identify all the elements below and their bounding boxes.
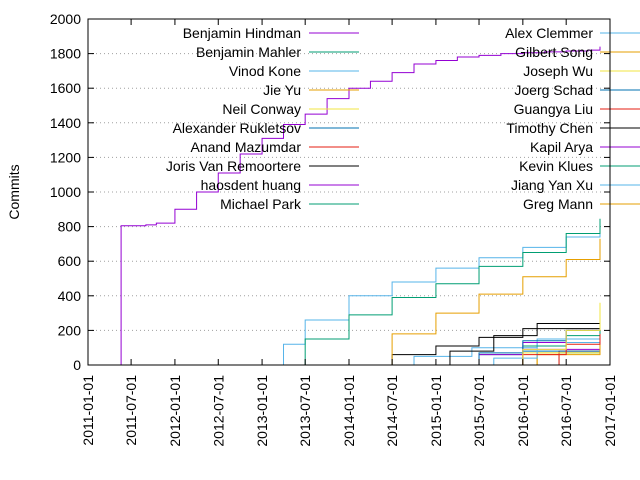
x-tick-label: 2013-01-01 <box>254 375 270 447</box>
legend-label-benjamin-hindman: Benjamin Hindman <box>183 25 301 41</box>
series-line-jiang-yan-xu <box>349 326 601 366</box>
x-tick-label: 2016-01-01 <box>515 375 531 447</box>
y-tick-label: 800 <box>58 219 82 235</box>
x-tick-label: 2011-07-01 <box>123 375 139 446</box>
x-tick-label: 2012-01-01 <box>167 375 183 447</box>
axes: 0 200 400 600 800 1000 1200 1400 1600 1800 2000 201… <box>50 11 618 447</box>
legend-label-alex-clemmer: Alex Clemmer <box>505 25 593 41</box>
series-line-gilbert-song <box>493 335 601 366</box>
legend-label-jie-yu: Jie Yu <box>263 82 301 98</box>
series-line-benjamin-hindman <box>119 46 601 366</box>
legend-label-jiang-yan-xu: Jiang Yan Xu <box>511 177 593 193</box>
series-line-jie-yu <box>349 238 601 366</box>
legend-label-guangya-liu: Guangya Liu <box>514 101 593 117</box>
legend-label-vinod-kone: Vinod Kone <box>229 63 301 79</box>
legend-label-kapil-arya: Kapil Arya <box>530 139 593 155</box>
x-tick-label: 2011-01-01 <box>80 375 96 446</box>
legend-label-michael-park: Michael Park <box>220 196 302 212</box>
legend-label-gilbert-song: Gilbert Song <box>515 44 593 60</box>
y-tick-label: 600 <box>58 253 82 269</box>
y-tick-label: 400 <box>58 288 82 304</box>
legend: Benjamin Hindman Benjamin Mahler Vinod Kon… <box>166 25 640 212</box>
legend-label-benjamin-mahler: Benjamin Mahler <box>196 44 301 60</box>
y-tick-label: 1800 <box>50 46 81 62</box>
x-tick-label: 2017-01-01 <box>602 375 618 447</box>
x-tick-label: 2013-07-01 <box>297 375 313 447</box>
series-line-neil-conway <box>493 302 601 366</box>
legend-label-neil-conway: Neil Conway <box>222 101 301 117</box>
legend-label-anand-mazumdar: Anand Mazumdar <box>190 139 301 155</box>
x-tick-label: 2014-07-01 <box>384 375 400 447</box>
legend-label-haosdent-huang: haosdent huang <box>201 177 301 193</box>
legend-label-joerg-schad: Joerg Schad <box>514 82 593 98</box>
series-line-joris-van-remoortere <box>406 314 601 366</box>
y-tick-label: 0 <box>73 357 81 373</box>
y-tick-label: 200 <box>58 322 82 338</box>
series-line-kevin-klues <box>515 335 601 366</box>
x-tick-label: 2014-01-01 <box>341 375 357 447</box>
series-line-benjamin-mahler <box>279 218 601 366</box>
x-tick-label: 2015-07-01 <box>471 375 487 447</box>
y-tick-label: 1200 <box>50 149 81 165</box>
legend-label-joseph-wu: Joseph Wu <box>523 63 593 79</box>
x-tick-label: 2016-07-01 <box>558 375 574 447</box>
series-line-guangya-liu <box>515 335 601 366</box>
x-tick-label: 2015-01-01 <box>428 375 444 447</box>
y-tick-label: 1400 <box>50 115 81 131</box>
legend-label-kevin-klues: Kevin Klues <box>519 158 593 174</box>
y-axis-label: Commits <box>6 164 22 219</box>
legend-label-timothy-chen: Timothy Chen <box>506 120 593 136</box>
y-tick-label: 1600 <box>50 80 81 96</box>
legend-label-joris-van-remoortere: Joris Van Remoortere <box>166 158 301 174</box>
x-tick-label: 2012-07-01 <box>210 375 226 447</box>
legend-label-alexander-rukletsov: Alexander Rukletsov <box>173 120 301 136</box>
y-tick-label: 2000 <box>50 11 81 27</box>
y-tick-label: 1000 <box>50 184 81 200</box>
legend-label-greg-mann: Greg Mann <box>523 196 593 212</box>
